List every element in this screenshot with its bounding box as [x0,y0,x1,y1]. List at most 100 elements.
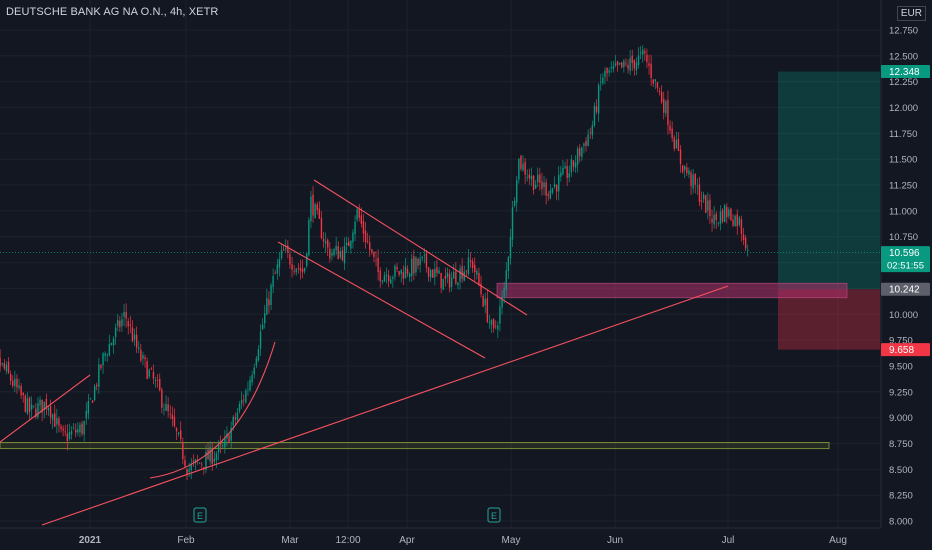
y-tick-label: 8.000 [889,517,913,528]
candle-body [211,449,213,464]
curved-support-line[interactable] [149,341,276,479]
channel-upper-line[interactable] [313,179,528,316]
candle-body [455,271,457,284]
candle-body [444,275,447,279]
candle-body [574,162,577,168]
candle-body [341,250,344,261]
candle-body [161,389,163,408]
candle-body [335,245,337,251]
candle-body [138,347,140,350]
candle-body [537,174,539,183]
candle-body [247,389,249,391]
candle-body [553,184,556,187]
candle-body [236,412,239,420]
candle-body [98,364,100,387]
y-tick-label: 12.000 [889,103,918,114]
candle-body [583,143,585,146]
candle-body [726,206,728,218]
candle-body [656,82,659,89]
candle-body [3,363,6,369]
candle-body [306,253,308,267]
candle-body [68,432,71,439]
candle-body [142,354,144,359]
candle-body [272,276,274,287]
candle-body [104,353,106,356]
candle-body [127,321,129,327]
candle-body [295,268,297,273]
candle-body [266,298,268,315]
currency-button[interactable]: EUR [896,6,926,21]
candle-body [671,128,673,138]
demand-zone-rectangle[interactable] [496,282,848,299]
candle-body [83,421,85,435]
candle-body [123,312,125,317]
candle-body [156,379,159,381]
candle-body [425,253,428,268]
candle-body [423,255,426,256]
candle-body [219,442,222,445]
candle-body [488,322,491,323]
candle-body [394,265,396,277]
candle-body [715,213,717,220]
candle-body [658,91,661,93]
candle-body [148,369,150,377]
candle-body [184,460,186,467]
candle-body [719,211,722,224]
candle-body [0,357,1,367]
candle-body [478,273,480,285]
price-label-last[interactable] [881,246,930,273]
candle-body [14,378,16,387]
candle-body [192,460,195,462]
candle-body [314,204,316,219]
price-label-target[interactable] [881,65,930,79]
candle-body [87,401,90,414]
candle-body [354,221,356,235]
candle-body [39,399,41,406]
candle-body [639,52,642,54]
long-uptrend-line[interactable] [41,285,729,526]
candle-body [28,397,31,412]
candle-body [623,60,625,68]
long-position-target-zone[interactable] [778,71,880,290]
candle-body [440,272,442,288]
candle-body [694,173,696,185]
y-tick-label: 9.250 [889,387,913,398]
candle-body [654,79,657,82]
candle-body [308,219,310,256]
candle-body [33,405,35,407]
candle-body [207,449,209,460]
candle-body [497,325,499,330]
price-label-entry[interactable] [881,282,930,296]
candle-body [545,182,547,196]
candle-body [58,418,60,426]
candle-body [110,342,113,346]
earnings-marker[interactable] [193,507,207,523]
candle-body [12,380,14,386]
candle-body [352,232,354,243]
y-tick-label: 11.000 [889,206,917,217]
december-trendline[interactable] [0,374,91,443]
candle-body [618,62,621,65]
candle-body [513,200,516,206]
price-label-stop[interactable] [881,343,930,357]
candle-body [486,298,489,322]
earnings-marker[interactable] [487,507,501,523]
support-band-rectangle[interactable] [0,442,830,450]
candle-body [224,438,226,448]
candle-body [621,62,623,68]
long-position-stop-zone[interactable] [778,289,880,350]
candle-body [129,324,132,326]
candle-body [600,81,602,83]
channel-lower-line[interactable] [277,241,486,359]
candle-body [686,167,688,174]
candle-body [41,399,43,413]
candle-body [114,327,117,337]
candle-body [112,338,115,346]
candle-body [728,209,730,217]
candle-body [700,200,703,202]
candle-body [650,63,652,79]
candle-body [604,70,606,77]
candle-body [75,429,77,433]
